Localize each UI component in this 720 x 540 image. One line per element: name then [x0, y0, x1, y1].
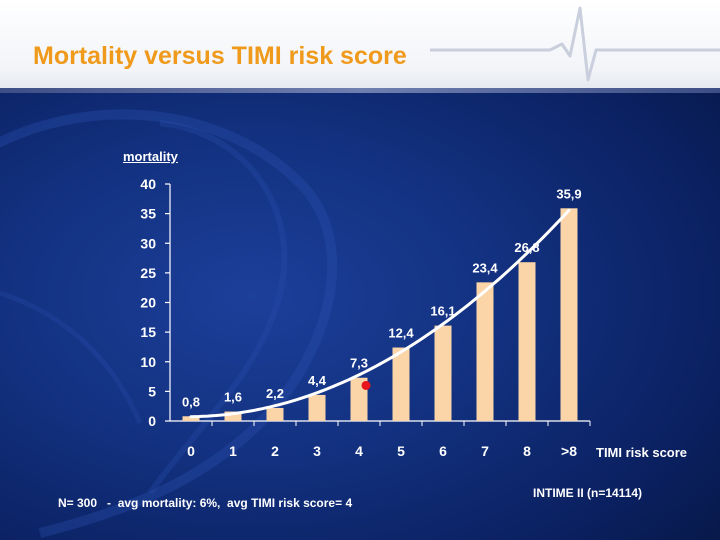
- bar: [266, 407, 284, 421]
- bar: [560, 208, 578, 421]
- x-tick-label: >8: [561, 443, 577, 459]
- x-tick-label: 5: [397, 443, 405, 459]
- x-tick-label: 1: [229, 443, 237, 459]
- bar: [434, 325, 452, 421]
- trend-curve: [189, 208, 571, 419]
- data-label: 2,2: [266, 386, 284, 401]
- x-tick-label: 3: [313, 443, 321, 459]
- y-tick-label: 25: [140, 265, 156, 281]
- data-label: 35,9: [556, 186, 581, 201]
- data-label: 23,4: [472, 260, 498, 275]
- bar: [518, 262, 536, 421]
- x-axis-title: TIMI risk score: [596, 445, 687, 460]
- y-tick-label: 30: [140, 235, 156, 251]
- study-source: INTIME II (n=14114): [533, 486, 643, 500]
- heart-background-decoration: [0, 109, 338, 538]
- y-tick-label: 5: [148, 383, 156, 399]
- data-label: 7,3: [350, 356, 368, 371]
- data-label: 16,1: [430, 304, 455, 319]
- data-label: 4,4: [308, 373, 327, 388]
- y-tick-label: 15: [140, 324, 156, 340]
- y-axis-title: mortality: [123, 149, 178, 164]
- x-tick-label: 4: [355, 443, 363, 459]
- data-label: 0,8: [182, 394, 200, 409]
- slide-title: Mortality versus TIMI risk score: [33, 42, 407, 70]
- data-label: 12,4: [388, 326, 414, 341]
- y-tick-label: 10: [140, 354, 156, 370]
- x-tick-label: 6: [439, 443, 447, 459]
- average-marker-point: [361, 380, 371, 390]
- title-band: [0, 0, 720, 88]
- x-tick-label: 0: [187, 443, 195, 459]
- title-divider: [0, 88, 720, 93]
- bar: [308, 394, 326, 421]
- ecg-trace-decoration: [430, 6, 720, 82]
- data-label: 1,6: [224, 390, 242, 405]
- x-tick-label: 2: [271, 443, 279, 459]
- x-tick-label: 7: [481, 443, 489, 459]
- bar: [224, 411, 242, 421]
- x-tick-label: 8: [523, 443, 531, 459]
- y-tick-label: 0: [148, 413, 156, 429]
- bar: [476, 282, 494, 421]
- y-tick-label: 40: [140, 176, 156, 192]
- y-tick-label: 35: [140, 206, 156, 222]
- bar: [182, 416, 200, 421]
- y-tick-label: 20: [140, 295, 156, 311]
- footnote: N= 300 - avg mortality: 6%, avg TIMI ris…: [58, 496, 353, 510]
- bar: [392, 347, 410, 421]
- data-label: 26,8: [514, 240, 539, 255]
